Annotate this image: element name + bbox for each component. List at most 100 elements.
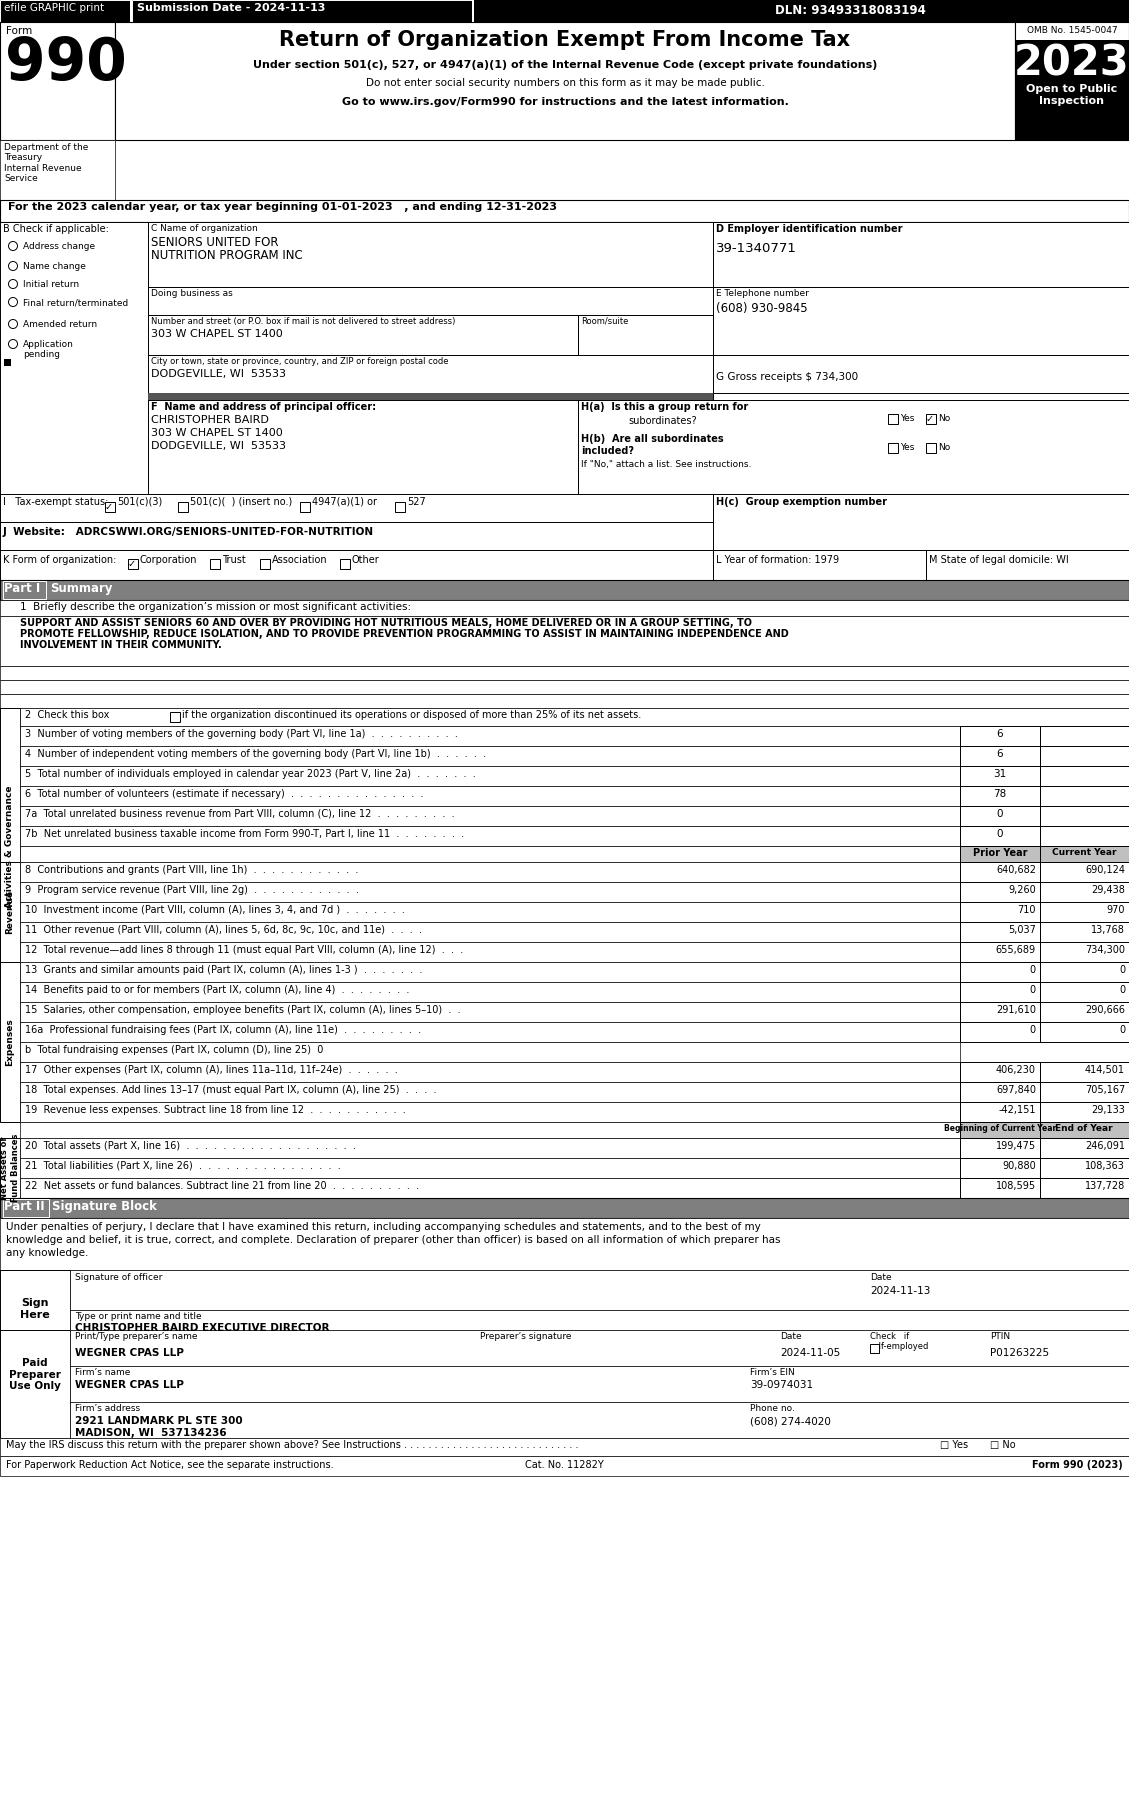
Bar [1040, 1061, 1129, 1081]
Text: 0: 0 [1030, 966, 1036, 975]
Text: No: No [938, 443, 951, 452]
Bar [395, 503, 405, 512]
Circle shape [9, 279, 18, 288]
Bar [70, 1366, 1129, 1402]
Bar [210, 559, 220, 569]
Bar [926, 414, 936, 423]
Text: □ No: □ No [990, 1440, 1016, 1451]
Bar [0, 550, 714, 580]
Bar [1040, 1081, 1129, 1103]
Text: H(b)  Are all subordinates: H(b) Are all subordinates [581, 434, 724, 443]
Bar [0, 22, 115, 141]
Text: 2  Check this box: 2 Check this box [25, 710, 110, 721]
Bar [0, 1139, 20, 1198]
Bar [132, 0, 472, 22]
Bar [20, 845, 960, 861]
Text: Signature of officer: Signature of officer [75, 1272, 163, 1281]
Text: 5  Total number of individuals employed in calendar year 2023 (Part V, line 2a) : 5 Total number of individuals employed i… [25, 769, 475, 778]
Text: Revenue: Revenue [6, 890, 15, 933]
Text: Activities & Governance: Activities & Governance [6, 786, 15, 908]
Text: 990: 990 [5, 34, 126, 92]
Text: 13,768: 13,768 [1091, 924, 1124, 935]
Text: subordinates?: subordinates? [628, 416, 697, 425]
Text: Signature Block: Signature Block [52, 1200, 157, 1213]
Bar [70, 1402, 1129, 1438]
Text: 20  Total assets (Part X, line 16)  .  .  .  .  .  .  .  .  .  .  .  .  .  .  . : 20 Total assets (Part X, line 16) . . . … [25, 1141, 356, 1151]
Bar [1040, 786, 1129, 805]
Bar [0, 667, 1129, 679]
Bar [1040, 845, 1129, 861]
Bar [70, 1330, 1129, 1366]
Text: any knowledge.: any knowledge. [6, 1249, 88, 1258]
Text: SUPPORT AND ASSIST SENIORS 60 AND OVER BY PROVIDING HOT NUTRITIOUS MEALS, HOME D: SUPPORT AND ASSIST SENIORS 60 AND OVER B… [20, 618, 752, 629]
Text: 1  Briefly describe the organization’s mission or most significant activities:: 1 Briefly describe the organization’s mi… [20, 602, 411, 613]
Text: ✓: ✓ [926, 414, 934, 423]
Text: 17  Other expenses (Part IX, column (A), lines 11a–11d, 11f–24e)  .  .  .  .  . : 17 Other expenses (Part IX, column (A), … [25, 1065, 397, 1076]
Text: 0: 0 [1030, 1025, 1036, 1034]
Text: Current Year: Current Year [1052, 849, 1117, 858]
Text: Firm’s name: Firm’s name [75, 1368, 130, 1377]
Text: Number and street (or P.O. box if mail is not delivered to street address): Number and street (or P.O. box if mail i… [151, 317, 455, 326]
Bar [926, 550, 1129, 580]
Text: 710: 710 [1017, 905, 1036, 915]
Text: 690,124: 690,124 [1085, 865, 1124, 876]
Bar [20, 825, 960, 845]
Text: 2024-11-05: 2024-11-05 [780, 1348, 840, 1359]
Text: b  Total fundraising expenses (Part IX, column (D), line 25)  0: b Total fundraising expenses (Part IX, c… [25, 1045, 323, 1054]
Bar [130, 0, 132, 22]
Text: Return of Organization Exempt From Income Tax: Return of Organization Exempt From Incom… [280, 31, 850, 50]
Text: L Year of formation: 1979: L Year of formation: 1979 [716, 555, 839, 566]
Text: Net Assets or
Fund Balances: Net Assets or Fund Balances [0, 1133, 19, 1202]
Text: 640,682: 640,682 [996, 865, 1036, 876]
Bar [1040, 1002, 1129, 1022]
Bar [148, 393, 714, 400]
Text: Part II: Part II [5, 1200, 45, 1213]
Bar [20, 786, 960, 805]
Bar [0, 1456, 1129, 1476]
Text: Firm’s EIN: Firm’s EIN [750, 1368, 795, 1377]
Text: 7a  Total unrelated business revenue from Part VIII, column (C), line 12  .  .  : 7a Total unrelated business revenue from… [25, 809, 455, 818]
Text: 246,091: 246,091 [1085, 1141, 1124, 1151]
Bar [0, 0, 1129, 22]
Bar [1040, 942, 1129, 962]
Text: 14  Benefits paid to or for members (Part IX, column (A), line 4)  .  .  .  .  .: 14 Benefits paid to or for members (Part… [25, 986, 410, 995]
Text: Phone no.: Phone no. [750, 1404, 795, 1413]
Bar [20, 1061, 960, 1081]
Bar [1040, 746, 1129, 766]
Text: Final return/terminated: Final return/terminated [23, 297, 129, 306]
Text: Preparer’s signature: Preparer’s signature [480, 1332, 571, 1341]
Text: Association: Association [272, 555, 327, 566]
Bar [20, 1179, 960, 1198]
Bar [960, 923, 1040, 942]
Text: if the organization discontinued its operations or disposed of more than 25% of : if the organization discontinued its ope… [182, 710, 641, 721]
Bar [20, 942, 960, 962]
Text: 2024-11-13: 2024-11-13 [870, 1287, 930, 1296]
Text: C Name of organization: C Name of organization [151, 223, 257, 232]
Bar [960, 1022, 1040, 1042]
Bar [1040, 1123, 1129, 1139]
Text: 2921 LANDMARK PL STE 300: 2921 LANDMARK PL STE 300 [75, 1416, 243, 1425]
Text: Form 990 (2023): Form 990 (2023) [1032, 1460, 1123, 1470]
Bar [5, 359, 11, 366]
Text: 29,438: 29,438 [1091, 885, 1124, 896]
Text: 7b  Net unrelated business taxable income from Form 990-T, Part I, line 11  .  .: 7b Net unrelated business taxable income… [25, 829, 464, 840]
Bar [115, 22, 1015, 141]
Bar [0, 1198, 1129, 1218]
Bar [1040, 766, 1129, 786]
Text: Trust: Trust [222, 555, 246, 566]
Text: INVOLVEMENT IN THEIR COMMUNITY.: INVOLVEMENT IN THEIR COMMUNITY. [20, 640, 221, 651]
Text: DODGEVILLE, WI  53533: DODGEVILLE, WI 53533 [151, 369, 286, 378]
Text: 78: 78 [994, 789, 1007, 798]
Text: 15  Salaries, other compensation, employee benefits (Part IX, column (A), lines : 15 Salaries, other compensation, employe… [25, 1006, 461, 1015]
Text: Go to www.irs.gov/Form990 for instructions and the latest information.: Go to www.irs.gov/Form990 for instructio… [342, 97, 788, 106]
Bar [889, 414, 898, 423]
Bar [0, 616, 1129, 667]
Bar [926, 443, 936, 452]
Text: efile GRAPHIC print: efile GRAPHIC print [5, 4, 104, 13]
Bar [300, 503, 310, 512]
Bar [1040, 726, 1129, 746]
Text: 39-0974031: 39-0974031 [750, 1380, 813, 1389]
Text: Firm’s address: Firm’s address [75, 1404, 140, 1413]
Text: Part I: Part I [5, 582, 41, 595]
Text: Doing business as: Doing business as [151, 288, 233, 297]
